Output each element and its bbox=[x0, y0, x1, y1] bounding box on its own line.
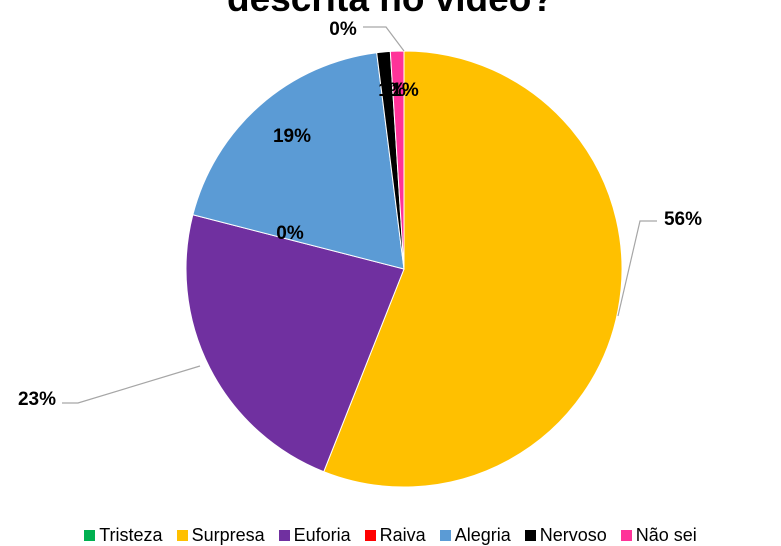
leader-line-0 bbox=[363, 26, 405, 52]
legend-label: Surpresa bbox=[191, 524, 265, 545]
pie-slice-1 bbox=[323, 50, 623, 488]
chart-legend: Tristeza Surpresa Euforia Raiva Alegria Nervo… bbox=[0, 524, 781, 546]
legend-swatch bbox=[620, 529, 632, 541]
data-label-3: 0% bbox=[276, 223, 304, 244]
data-label-2: 23% bbox=[18, 389, 56, 410]
data-label-5: 1% bbox=[378, 80, 406, 101]
data-label-0: 0% bbox=[329, 19, 357, 40]
legend-swatch bbox=[439, 529, 451, 541]
legend-label: Tristeza bbox=[99, 524, 163, 545]
data-label-6: 1% bbox=[391, 80, 419, 101]
legend-label: Raiva bbox=[379, 524, 426, 545]
leader-line-1 bbox=[617, 220, 657, 317]
legend-item: Alegria bbox=[439, 524, 511, 546]
pie-slice-4 bbox=[192, 52, 405, 270]
legend-label: Alegria bbox=[454, 524, 511, 545]
chart-title: descrita no vídeo? bbox=[0, 0, 781, 20]
legend-swatch bbox=[84, 529, 96, 541]
data-label-4: 19% bbox=[273, 126, 311, 147]
legend-item: Surpresa bbox=[176, 524, 265, 546]
legend-item: Não sei bbox=[620, 524, 697, 546]
leader-line-2 bbox=[62, 365, 201, 404]
legend-item: Raiva bbox=[364, 524, 426, 546]
legend-swatch bbox=[176, 529, 188, 541]
legend-label: Não sei bbox=[635, 524, 697, 545]
legend-item: Euforia bbox=[278, 524, 351, 546]
legend-swatch bbox=[364, 529, 376, 541]
legend-label: Euforia bbox=[293, 524, 351, 545]
pie-slice-2 bbox=[185, 214, 405, 473]
legend-item: Nervoso bbox=[524, 524, 607, 546]
legend-label: Nervoso bbox=[539, 524, 607, 545]
legend-swatch bbox=[524, 529, 536, 541]
legend-item: Tristeza bbox=[84, 524, 163, 546]
legend-swatch bbox=[278, 529, 290, 541]
data-label-1: 56% bbox=[664, 209, 702, 230]
